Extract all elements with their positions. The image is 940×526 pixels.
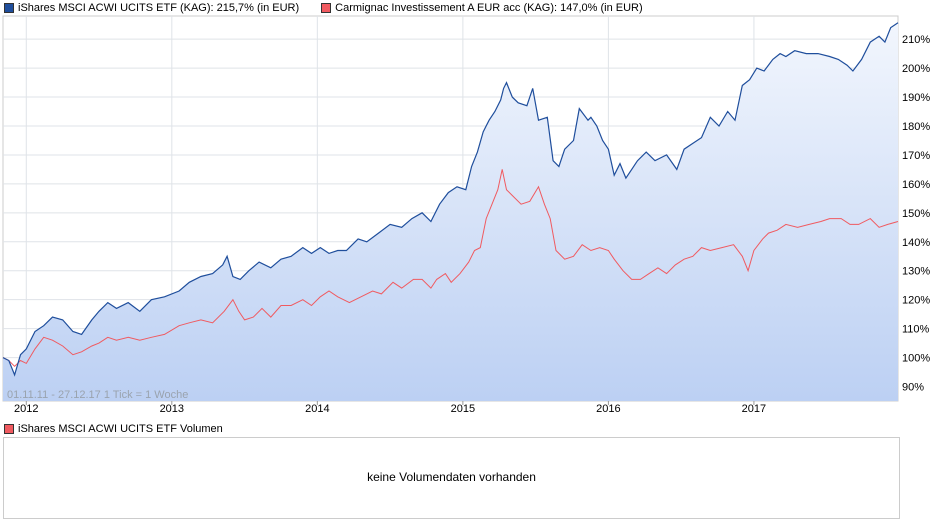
volume-legend: iShares MSCI ACWI UCITS ETF Volumen [4, 423, 223, 435]
series1-area-fill [3, 22, 898, 401]
x-tick-label: 2017 [742, 403, 766, 415]
y-tick-label: 190% [902, 92, 930, 104]
y-tick-label: 90% [902, 382, 924, 394]
y-tick-label: 140% [902, 237, 930, 249]
x-tick-label: 2012 [14, 403, 38, 415]
y-tick-label: 180% [902, 121, 930, 133]
legend-label-series2: Carmignac Investissement A EUR acc (KAG)… [335, 2, 643, 14]
y-tick-label: 100% [902, 353, 930, 365]
y-axis-ticks: 90% 100% 110% 120% 130% 140% 150% 160% 170% 180% 1… [902, 34, 930, 393]
x-tick-label: 2014 [305, 403, 329, 415]
y-tick-label: 200% [902, 63, 930, 75]
series2-line [2, 169, 899, 368]
x-tick-label: 2016 [596, 403, 620, 415]
series1-swatch-icon [4, 3, 14, 13]
date-range-info: 01.11.11 - 27.12.17 1 Tick = 1 Woche [7, 389, 188, 401]
price-chart: 90% 100% 110% 120% 130% 140% 150% 160% 170% 180% 1… [2, 15, 930, 415]
legend-label-series1: iShares MSCI ACWI UCITS ETF (KAG): 215,7… [18, 2, 300, 14]
x-tick-label: 2013 [160, 403, 184, 415]
y-tick-label: 160% [902, 179, 930, 191]
y-tick-label: 120% [902, 295, 930, 307]
chart-legend: iShares MSCI ACWI UCITS ETF (KAG): 215,7… [4, 1, 665, 15]
volume-swatch-icon [4, 424, 14, 434]
series1-line [2, 22, 899, 377]
y-tick-label: 170% [902, 150, 930, 162]
x-axis-ticks: 2012 2013 2014 2015 2016 2017 [14, 401, 766, 415]
legend-item-series2[interactable]: Carmignac Investissement A EUR acc (KAG)… [321, 2, 643, 14]
y-tick-label: 130% [902, 266, 930, 278]
volume-panel: keine Volumendaten vorhanden [3, 437, 900, 519]
y-tick-label: 150% [902, 208, 930, 220]
volume-empty-message: keine Volumendaten vorhanden [367, 470, 536, 484]
volume-legend-label: iShares MSCI ACWI UCITS ETF Volumen [18, 423, 223, 435]
series2-swatch-icon [321, 3, 332, 13]
y-tick-label: 210% [902, 34, 930, 46]
x-tick-label: 2015 [451, 403, 475, 415]
legend-item-series1[interactable]: iShares MSCI ACWI UCITS ETF (KAG): 215,7… [4, 2, 299, 14]
y-tick-label: 110% [902, 324, 930, 336]
